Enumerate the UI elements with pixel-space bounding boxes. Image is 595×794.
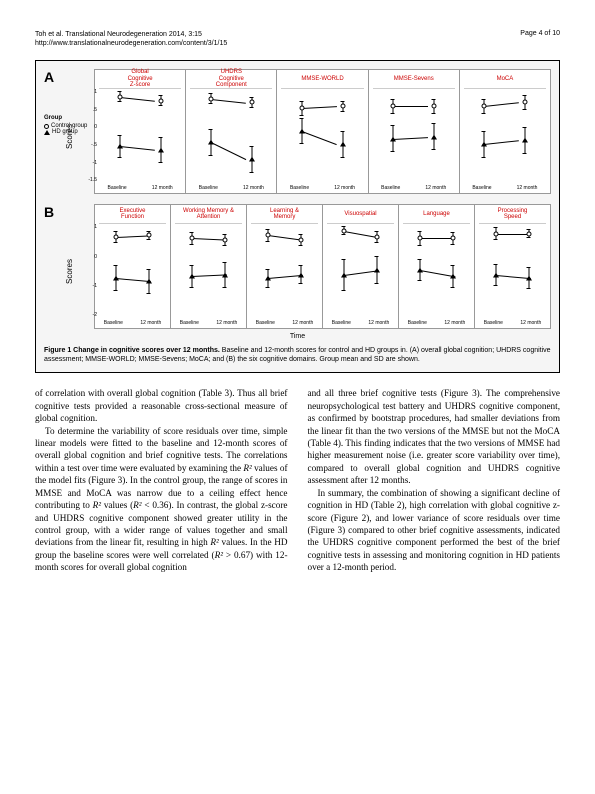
chart: Working Memory &AttentionBaseline12 mont… bbox=[171, 205, 247, 328]
figure-caption: Figure 1 Change in cognitive scores over… bbox=[44, 346, 551, 364]
chart-title: Learning &Memory bbox=[247, 205, 322, 223]
chart-body bbox=[281, 88, 363, 183]
figure-1: A Group Control group HD group Scores Gl… bbox=[35, 60, 560, 373]
chart: MoCABaseline12 month bbox=[460, 70, 550, 193]
column-right: and all three brief cognitive tests (Fig… bbox=[308, 387, 561, 573]
chart: MMSE-WORLDBaseline12 month bbox=[277, 70, 368, 193]
page-header: Toh et al. Translational Neurodegenerati… bbox=[35, 30, 560, 48]
chart-body bbox=[251, 223, 318, 318]
chart: LanguageBaseline12 month bbox=[399, 205, 475, 328]
chart: Learning &MemoryBaseline12 month bbox=[247, 205, 323, 328]
chart-body bbox=[190, 88, 272, 183]
chart: ExecutiveFunction10-1-2Baseline12 month bbox=[95, 205, 171, 328]
chart-title: GlobalCognitiveZ-score bbox=[95, 70, 185, 88]
chart-title: Visuospatial bbox=[323, 205, 398, 223]
chart-body bbox=[464, 88, 546, 183]
chart-body bbox=[373, 88, 455, 183]
para-1: of correlation with overall global cogni… bbox=[35, 387, 288, 424]
para-2: To determine the variability of score re… bbox=[35, 425, 288, 574]
chart-title: MoCA bbox=[460, 70, 550, 88]
chart-title: MMSE-WORLD bbox=[277, 70, 367, 88]
y-axis-label-a: Scores bbox=[65, 124, 74, 149]
header-url: http://www.translationalneurodegeneratio… bbox=[35, 39, 227, 48]
time-axis-label: Time bbox=[44, 333, 551, 340]
caption-lead: Figure 1 Change in cognitive scores over… bbox=[44, 347, 220, 354]
chart-body bbox=[479, 223, 546, 318]
column-left: of correlation with overall global cogni… bbox=[35, 387, 288, 573]
chart-body: 10-1-2 bbox=[99, 223, 166, 318]
chart-body bbox=[403, 223, 470, 318]
y-axis-label-b: Scores bbox=[65, 259, 74, 284]
chart: VisuospatialBaseline12 month bbox=[323, 205, 399, 328]
header-authors: Toh et al. Translational Neurodegenerati… bbox=[35, 31, 202, 38]
panel-b-label: B bbox=[44, 204, 94, 220]
chart-title: Working Memory &Attention bbox=[171, 205, 246, 223]
chart-body: 1.50-.5-1-1.5 bbox=[99, 88, 181, 183]
chart-title: MMSE-Sevens bbox=[369, 70, 459, 88]
chart-body bbox=[175, 223, 242, 318]
chart-title: UHDRSCognitiveComponent bbox=[186, 70, 276, 88]
chart-title: ExecutiveFunction bbox=[95, 205, 170, 223]
chart: MMSE-SevensBaseline12 month bbox=[369, 70, 460, 193]
chart-title: ProcessingSpeed bbox=[475, 205, 550, 223]
chart: UHDRSCognitiveComponentBaseline12 month bbox=[186, 70, 277, 193]
panel-a-label: A bbox=[44, 69, 94, 85]
page-number: Page 4 of 10 bbox=[520, 30, 560, 48]
chart: GlobalCognitiveZ-score1.50-.5-1-1.5Basel… bbox=[95, 70, 186, 193]
body-text: of correlation with overall global cogni… bbox=[35, 387, 560, 573]
chart-body bbox=[327, 223, 394, 318]
para-3: and all three brief cognitive tests (Fig… bbox=[308, 387, 561, 486]
para-4: In summary, the combination of showing a… bbox=[308, 487, 561, 574]
chart: ProcessingSpeedBaseline12 month bbox=[475, 205, 550, 328]
chart-title: Language bbox=[399, 205, 474, 223]
